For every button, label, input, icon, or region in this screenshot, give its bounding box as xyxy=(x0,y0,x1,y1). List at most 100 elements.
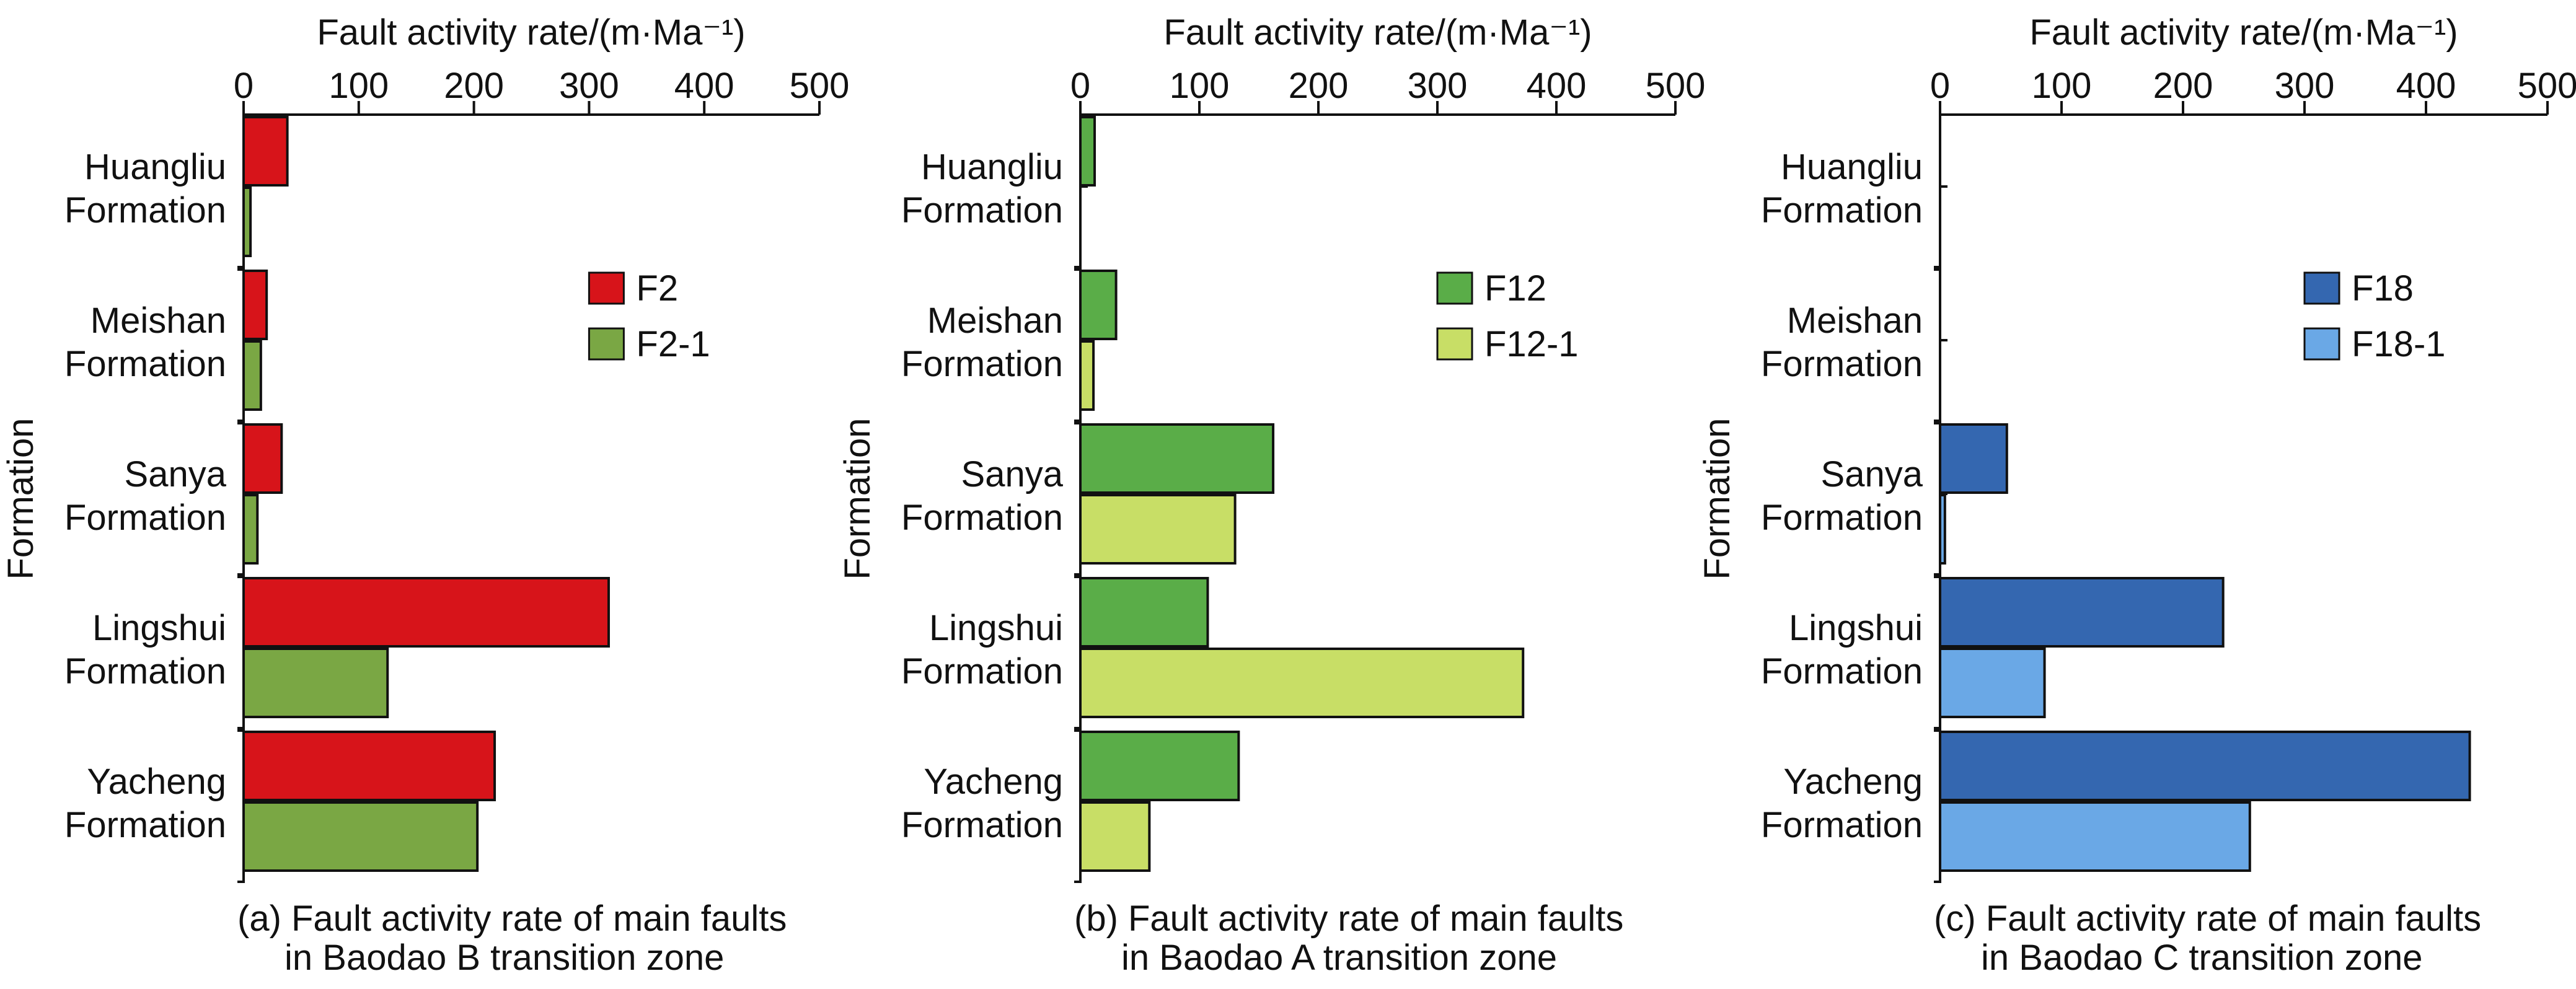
bar-f18-1-yacheng xyxy=(1939,801,2251,872)
bar-f12-lingshui xyxy=(1079,577,1209,648)
category-label: Formation xyxy=(64,190,226,231)
bar-f2-1-lingshui xyxy=(242,648,389,718)
bar-f2-yacheng xyxy=(242,731,496,801)
legend-label: F2-1 xyxy=(636,324,710,364)
chart-panel-2: Fault activity rate/(m·Ma⁻¹) Formation 0 10… xyxy=(837,12,1705,978)
category-label: Formation xyxy=(64,344,226,384)
x-tick-label: 300 xyxy=(2275,66,2335,106)
bar-f18-sanya xyxy=(1939,423,2008,494)
category-label: Formation xyxy=(1761,190,1923,231)
x-tick-label: 300 xyxy=(1408,66,1468,106)
legend-label: F18 xyxy=(2352,268,2414,309)
category-label: Lingshui xyxy=(1789,608,1923,648)
x-tick-label: 500 xyxy=(2518,66,2576,106)
x-tick-label: 500 xyxy=(790,66,850,106)
category-label: Yacheng xyxy=(87,762,226,802)
bar-f18-yacheng xyxy=(1939,731,2471,801)
bar-f2-1-meishan xyxy=(242,340,262,411)
x-axis-label: Fault activity rate/(m·Ma⁻¹) xyxy=(1163,12,1592,53)
bar-f12-yacheng xyxy=(1079,731,1240,801)
category-label: Huangliu xyxy=(921,147,1063,187)
bar-f12-huangliu xyxy=(1079,116,1096,187)
bar-f2-1-yacheng xyxy=(242,801,479,872)
category-label: Formation xyxy=(1761,651,1923,692)
panel-caption: in Baodao B transition zone xyxy=(285,938,724,978)
legend-swatch xyxy=(1436,271,1473,305)
x-axis-label: Fault activity rate/(m·Ma⁻¹) xyxy=(317,12,745,53)
bar-f18-lingshui xyxy=(1939,577,2225,648)
category-label: Sanya xyxy=(125,454,227,494)
category-label: Yacheng xyxy=(924,762,1063,802)
y-axis-label: Formation xyxy=(1,418,41,579)
legend-swatch xyxy=(2303,271,2340,305)
x-tick-label: 0 xyxy=(1930,66,1950,106)
x-tick-label: 0 xyxy=(234,66,254,106)
legend-label: F2 xyxy=(636,268,678,309)
bar-f2-1-huangliu xyxy=(242,187,252,257)
bar-f12-1-sanya xyxy=(1079,494,1237,565)
x-tick-label: 400 xyxy=(674,66,734,106)
x-tick-label: 200 xyxy=(1289,66,1349,106)
x-tick-label: 200 xyxy=(444,66,504,106)
bar-f2-meishan xyxy=(242,270,268,340)
bar-f12-meishan xyxy=(1079,270,1118,340)
category-label: Lingshui xyxy=(92,608,226,648)
legend: F2 F2-1 xyxy=(588,268,710,364)
bar-f12-sanya xyxy=(1079,423,1275,494)
panel-caption: (a) Fault activity rate of main faults xyxy=(237,899,787,939)
panel-caption: (c) Fault activity rate of main faults xyxy=(1934,899,2481,939)
bar-f18-1-lingshui xyxy=(1939,648,2046,718)
category-label: Yacheng xyxy=(1783,762,1923,802)
legend-swatch xyxy=(2303,327,2340,361)
category-label: Formation xyxy=(901,498,1063,538)
y-axis-label: Formation xyxy=(837,418,878,579)
bar-f2-1-sanya xyxy=(242,494,259,565)
category-label: Meishan xyxy=(90,301,226,341)
bar-f12-1-yacheng xyxy=(1079,801,1151,872)
category-label: Formation xyxy=(901,344,1063,384)
legend: F12 F12-1 xyxy=(1436,268,1579,364)
category-label: Sanya xyxy=(1821,454,1923,494)
bar-f12-1-lingshui xyxy=(1079,648,1525,718)
legend-label: F18-1 xyxy=(2352,324,2446,364)
chart-panel-1: Fault activity rate/(m·Ma⁻¹) Formation 0 10… xyxy=(1,12,849,978)
category-label: Meishan xyxy=(927,301,1063,341)
x-tick-label: 200 xyxy=(2153,66,2213,106)
category-label: Lingshui xyxy=(929,608,1063,648)
category-label: Meishan xyxy=(1787,301,1923,341)
panel-caption: in Baodao A transition zone xyxy=(1121,938,1557,978)
category-label: Formation xyxy=(64,805,226,845)
x-tick-label: 0 xyxy=(1070,66,1090,106)
x-tick-label: 100 xyxy=(2032,66,2092,106)
bar-f12-1-meishan xyxy=(1079,340,1095,411)
legend: F18 F18-1 xyxy=(2303,268,2446,364)
legend-swatch xyxy=(588,327,625,361)
legend-swatch xyxy=(1436,327,1473,361)
x-tick-label: 100 xyxy=(329,66,389,106)
category-label: Huangliu xyxy=(1781,147,1923,187)
bar-f2-sanya xyxy=(242,423,283,494)
category-label: Formation xyxy=(64,651,226,692)
bar-f2-huangliu xyxy=(242,116,289,187)
category-label: Formation xyxy=(901,805,1063,845)
category-label: Formation xyxy=(1761,344,1923,384)
category-label: Formation xyxy=(1761,805,1923,845)
panel-caption: in Baodao C transition zone xyxy=(1981,938,2423,978)
x-tick-label: 400 xyxy=(1527,66,1587,106)
legend-label: F12-1 xyxy=(1484,324,1579,364)
panel-caption: (b) Fault activity rate of main faults xyxy=(1074,899,1623,939)
x-tick-label: 400 xyxy=(2396,66,2456,106)
legend-label: F12 xyxy=(1484,268,1546,309)
x-tick-label: 100 xyxy=(1170,66,1230,106)
category-label: Formation xyxy=(901,190,1063,231)
category-label: Formation xyxy=(1761,498,1923,538)
category-label: Formation xyxy=(901,651,1063,692)
category-label: Formation xyxy=(64,498,226,538)
y-axis-label: Formation xyxy=(1697,418,1737,579)
bar-f2-lingshui xyxy=(242,577,610,648)
chart-panel-3: Fault activity rate/(m·Ma⁻¹) Formation 0 10… xyxy=(1697,12,2576,978)
x-tick-label: 300 xyxy=(559,66,619,106)
legend-swatch xyxy=(588,271,625,305)
